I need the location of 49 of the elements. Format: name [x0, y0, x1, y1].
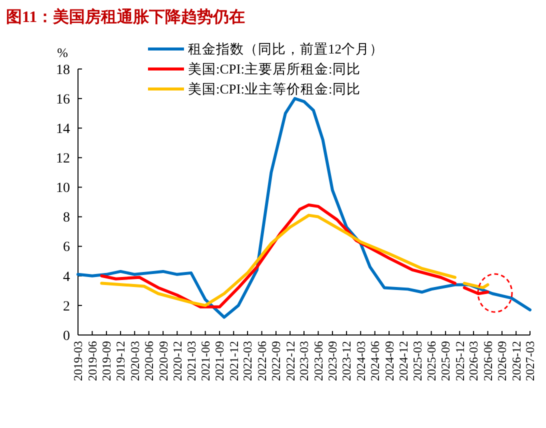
x-tick-label: 2023-12: [340, 341, 354, 381]
legend-label: 美国:CPI:业主等价租金:同比: [188, 82, 360, 97]
legend-label: 美国:CPI:主要居所租金:同比: [188, 62, 360, 77]
x-tick-label: 2021-03: [184, 341, 198, 381]
x-tick-label: 2019-09: [100, 341, 114, 381]
x-tick-label: 2022-09: [269, 341, 284, 381]
x-tick-label: 2021-06: [198, 341, 213, 381]
y-tick-label: 12: [56, 152, 70, 167]
y-tick-label: 18: [56, 62, 70, 78]
line-series: [76, 97, 532, 319]
x-tick-label: 2022-03: [240, 341, 255, 381]
legend-label: 租金指数（同比，前置12个月）: [188, 42, 384, 57]
y-tick-label: 4: [63, 270, 70, 285]
x-tick-label: 2020-03: [128, 341, 142, 381]
x-tick-label: 2023-09: [326, 341, 340, 381]
x-tick-label: 2025-09: [438, 341, 453, 381]
y-tick-label: 6: [63, 240, 70, 256]
x-tick-label: 2022-06: [254, 341, 269, 381]
x-tick-label: 2023-06: [311, 341, 326, 381]
x-tick-label: 2024-06: [368, 341, 382, 381]
x-tick-label: 2024-12: [396, 341, 410, 381]
x-tick-label: 2023-03: [297, 341, 312, 381]
x-tick-label: 2020-09: [156, 341, 170, 381]
x-tick-label: 2019-06: [85, 341, 100, 381]
x-tick-label: 2025-06: [424, 341, 439, 381]
x-tick-label: 2019-12: [114, 341, 128, 381]
x-tick-label: 2021-12: [226, 341, 241, 381]
chart-title: 图11：美国房租通胀下降趋势仍在: [6, 7, 246, 26]
y-tick-label: 8: [63, 210, 70, 226]
x-tick-label: 2027-03: [523, 341, 538, 381]
y-tick-label: 2: [63, 299, 70, 314]
x-tick-label: 2026-09: [495, 341, 510, 381]
y-tick-label: 0: [63, 328, 70, 344]
x-tick-label: 2020-06: [142, 341, 156, 381]
x-tick-label: 2026-03: [466, 341, 481, 381]
y-tick-label: 10: [56, 181, 70, 196]
x-tick-label: 2022-12: [283, 341, 298, 381]
x-tick-label: 2021-09: [212, 341, 227, 381]
x-tick-label: 2019-03: [71, 341, 86, 381]
x-tick-label: 2024-09: [382, 341, 396, 381]
y-tick-label: 16: [56, 92, 70, 108]
y-tick-label: 14: [56, 122, 70, 138]
y-axis-title: %: [57, 45, 68, 60]
x-tick-label: 2026-06: [480, 341, 495, 381]
x-tick-label: 2026-12: [509, 341, 524, 381]
x-tick-label: 2024-03: [354, 341, 368, 381]
x-tick-label: 2020-12: [170, 341, 184, 381]
x-tick-label: 2025-03: [410, 341, 424, 381]
x-tick-label: 2025-12: [452, 341, 467, 381]
